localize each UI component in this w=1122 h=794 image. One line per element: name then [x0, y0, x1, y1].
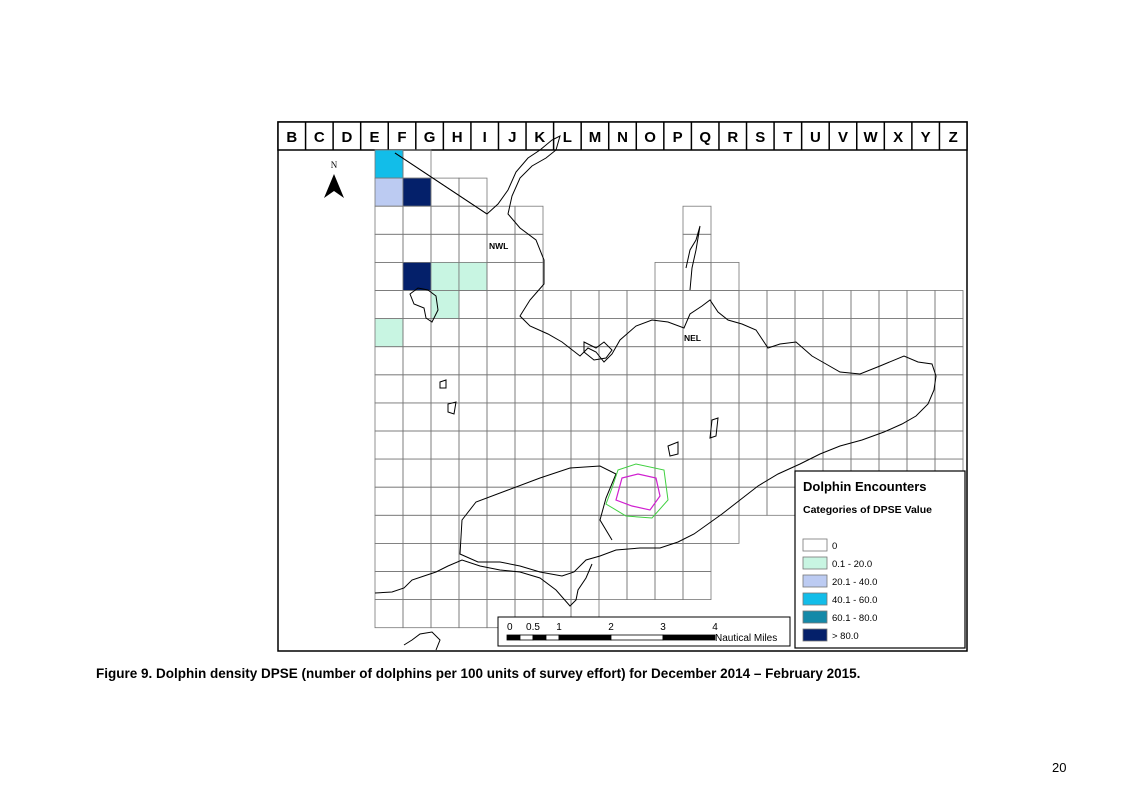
bridge-line — [394, 152, 488, 215]
scale-segment-6 — [662, 634, 716, 641]
islet-4 — [709, 417, 719, 439]
legend-label-5: > 80.0 — [832, 631, 859, 642]
column-label-g: G — [424, 129, 436, 146]
islet-2 — [447, 401, 457, 415]
legend-label-1: 0.1 - 20.0 — [832, 559, 872, 570]
column-label-u: U — [810, 129, 821, 146]
scale-segment-2 — [532, 634, 547, 641]
channel-line — [685, 225, 701, 291]
legend-subtitle: Categories of DPSE Value — [803, 504, 932, 516]
label-nel: NEL — [684, 333, 701, 343]
legend-swatch-5 — [802, 628, 828, 642]
grid-cell-f7 — [374, 318, 404, 348]
column-label-f: F — [397, 129, 406, 146]
north-arrow: N — [324, 160, 344, 198]
legend-swatch-2 — [802, 574, 828, 588]
column-label-t: T — [783, 129, 792, 146]
column-label-x: X — [893, 129, 903, 146]
scale-tick-labels: 0 0.5 1 2 3 4 — [507, 622, 718, 633]
column-label-b: B — [286, 129, 297, 146]
scale-tick-3: 2 — [608, 622, 614, 633]
column-label-j: J — [508, 129, 516, 146]
scale-segment-1 — [519, 634, 534, 641]
survey-grid — [374, 149, 964, 629]
scale-unit-label: Nautical Miles — [715, 633, 777, 644]
scale-tick-5: 4 — [712, 622, 718, 633]
grid-cell-q16 — [682, 571, 712, 601]
legend-items: 0 0.1 - 20.0 20.1 - 40.0 40.1 - 60.0 60.1 - … — [802, 538, 877, 642]
grid-cell-i5 — [458, 261, 488, 291]
reclamation-outline — [583, 341, 613, 361]
scale-segment-4 — [558, 634, 612, 641]
legend-label-3: 40.1 - 60.0 — [832, 595, 877, 606]
column-label-h: H — [452, 129, 463, 146]
north-arrow-icon — [324, 174, 344, 198]
column-label-z: Z — [949, 129, 958, 146]
scale-tick-2: 1 — [556, 622, 562, 633]
column-label-w: W — [863, 129, 878, 146]
column-label-v: V — [838, 129, 848, 146]
proposed-park-boundary — [605, 463, 669, 519]
legend-label-2: 20.1 - 40.0 — [832, 577, 877, 588]
scale-bar: 0 0.5 1 2 3 4 Nautical Miles — [497, 616, 791, 647]
scale-tick-0: 0 — [507, 622, 513, 633]
legend-swatch-3 — [802, 592, 828, 606]
lantau-south-coastline — [374, 559, 593, 607]
mainland-coastline — [394, 135, 937, 577]
scale-segments — [506, 634, 716, 641]
scale-segment-0 — [506, 634, 521, 641]
scale-segment-5 — [610, 634, 664, 641]
column-label-e: E — [369, 129, 379, 146]
column-label-d: D — [341, 129, 352, 146]
scale-tick-4: 3 — [660, 622, 666, 633]
page-number: 20 — [1052, 760, 1067, 775]
grid-cell-h6 — [430, 290, 460, 320]
column-label-r: R — [727, 129, 738, 146]
label-nwl: NWL — [489, 241, 508, 251]
islet-3 — [667, 441, 679, 457]
grid-cell-h5 — [430, 261, 460, 291]
legend-swatch-0 — [802, 538, 828, 552]
coastline — [374, 135, 937, 651]
grid-cell-f2 — [374, 177, 404, 207]
airport-island — [409, 287, 439, 323]
column-label-p: P — [673, 129, 683, 146]
grid-cell-g2 — [402, 177, 432, 207]
column-label-l: L — [563, 129, 572, 146]
column-label-y: Y — [921, 129, 931, 146]
grid-cell-g5 — [402, 261, 432, 291]
column-label-i: I — [483, 129, 487, 146]
column-label-o: O — [644, 129, 656, 146]
legend-swatch-1 — [802, 556, 828, 570]
column-label-q: Q — [699, 129, 711, 146]
legend-label-0: 0 — [832, 541, 837, 552]
column-label-k: K — [534, 129, 545, 146]
legend-title: Dolphin Encounters — [803, 479, 927, 494]
scale-tick-1: 0.5 — [526, 622, 540, 633]
islet-1 — [439, 379, 447, 389]
grid-cell-f1 — [374, 149, 404, 179]
column-label-m: M — [589, 129, 602, 146]
grid-cell-r14 — [710, 514, 740, 544]
island-coastline — [403, 631, 441, 651]
north-label: N — [331, 160, 338, 170]
figure-caption: Figure 9. Dolphin density DPSE (number o… — [96, 666, 861, 681]
legend-swatch-4 — [802, 610, 828, 624]
legend-label-4: 60.1 - 80.0 — [832, 613, 877, 624]
scale-segment-3 — [545, 634, 560, 641]
marine-park-boundary — [615, 473, 661, 511]
column-label-n: N — [617, 129, 628, 146]
column-label-s: S — [755, 129, 765, 146]
legend: Dolphin Encounters Categories of DPSE Va… — [794, 470, 966, 649]
column-label-c: C — [314, 129, 325, 146]
